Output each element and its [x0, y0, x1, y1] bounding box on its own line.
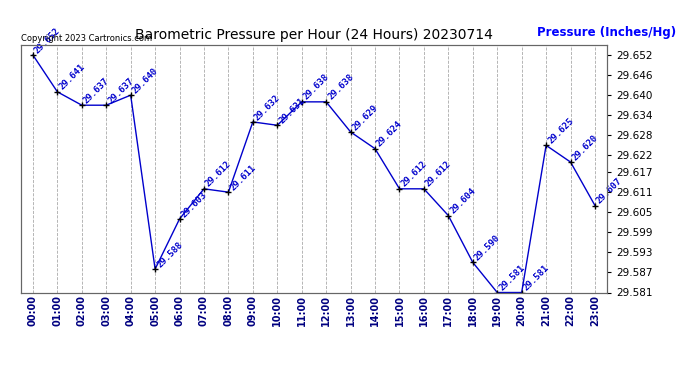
- Text: 29.612: 29.612: [400, 160, 428, 189]
- Text: 29.590: 29.590: [473, 233, 502, 262]
- Text: 29.638: 29.638: [326, 73, 355, 102]
- Text: 29.624: 29.624: [375, 120, 404, 148]
- Text: 29.612: 29.612: [204, 160, 233, 189]
- Text: 29.632: 29.632: [253, 93, 282, 122]
- Text: 29.581: 29.581: [497, 263, 526, 292]
- Text: 29.588: 29.588: [155, 240, 184, 269]
- Text: 29.638: 29.638: [302, 73, 331, 102]
- Text: 29.581: 29.581: [522, 263, 551, 292]
- Text: 29.629: 29.629: [351, 103, 380, 132]
- Text: 29.631: 29.631: [277, 96, 306, 125]
- Text: 29.637: 29.637: [82, 76, 111, 105]
- Text: 29.641: 29.641: [57, 63, 86, 92]
- Text: 29.612: 29.612: [424, 160, 453, 189]
- Text: 29.652: 29.652: [33, 26, 62, 55]
- Text: 29.637: 29.637: [106, 76, 135, 105]
- Text: 29.625: 29.625: [546, 116, 575, 146]
- Text: Pressure (Inches/Hg): Pressure (Inches/Hg): [537, 26, 676, 39]
- Text: 29.604: 29.604: [448, 186, 477, 216]
- Text: 29.603: 29.603: [179, 190, 208, 219]
- Text: 29.620: 29.620: [571, 133, 600, 162]
- Text: Copyright 2023 Cartronics.com: Copyright 2023 Cartronics.com: [21, 33, 152, 42]
- Title: Barometric Pressure per Hour (24 Hours) 20230714: Barometric Pressure per Hour (24 Hours) …: [135, 28, 493, 42]
- Text: 29.611: 29.611: [228, 163, 257, 192]
- Text: 29.640: 29.640: [130, 66, 160, 95]
- Text: 29.607: 29.607: [595, 176, 624, 206]
